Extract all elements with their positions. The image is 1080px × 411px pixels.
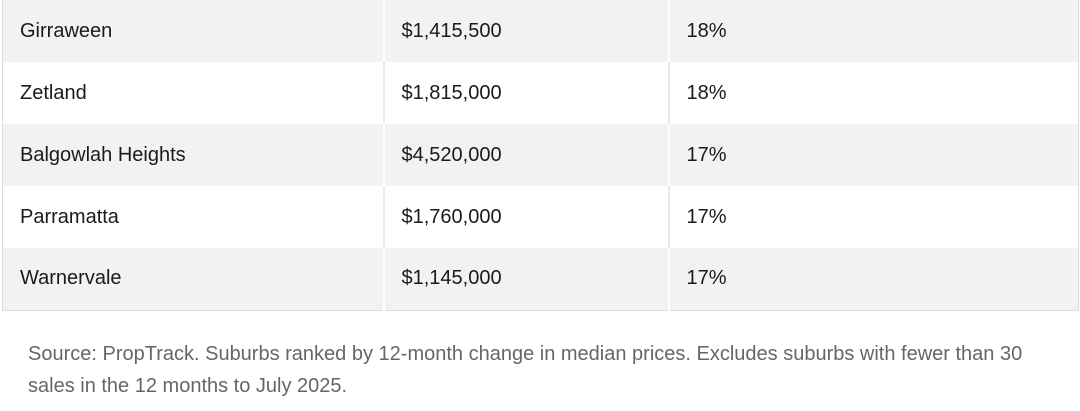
suburb-cell: Balgowlah Heights (2, 124, 385, 186)
suburb-cell: Parramatta (2, 186, 385, 248)
price-cell: $1,145,000 (383, 248, 670, 310)
suburb-cell: Warnervale (2, 248, 385, 310)
table-row: Parramatta $1,760,000 17% (2, 186, 1079, 248)
price-cell: $1,815,000 (383, 62, 670, 124)
price-cell: $4,520,000 (383, 124, 670, 186)
suburb-cell: Zetland (2, 62, 385, 124)
table-row: Balgowlah Heights $4,520,000 17% (2, 124, 1079, 186)
table-row: Girraween $1,415,500 18% (2, 0, 1079, 62)
price-cell: $1,415,500 (383, 0, 670, 62)
price-cell: $1,760,000 (383, 186, 670, 248)
change-cell: 17% (668, 124, 1079, 186)
suburb-cell: Girraween (2, 0, 385, 62)
table-body: Girraween $1,415,500 18% Zetland $1,815,000 1… (2, 0, 1079, 310)
change-cell: 18% (668, 62, 1079, 124)
change-cell: 18% (668, 0, 1079, 62)
change-cell: 17% (668, 248, 1079, 310)
table-row: Zetland $1,815,000 18% (2, 62, 1079, 124)
table-row: Warnervale $1,145,000 17% (2, 248, 1079, 310)
caption: Source: PropTrack. Suburbs ranked by 12-… (28, 343, 1023, 397)
data-table: Girraween $1,415,500 18% Zetland $1,815,000 1… (2, 0, 1079, 311)
change-cell: 17% (668, 186, 1079, 248)
